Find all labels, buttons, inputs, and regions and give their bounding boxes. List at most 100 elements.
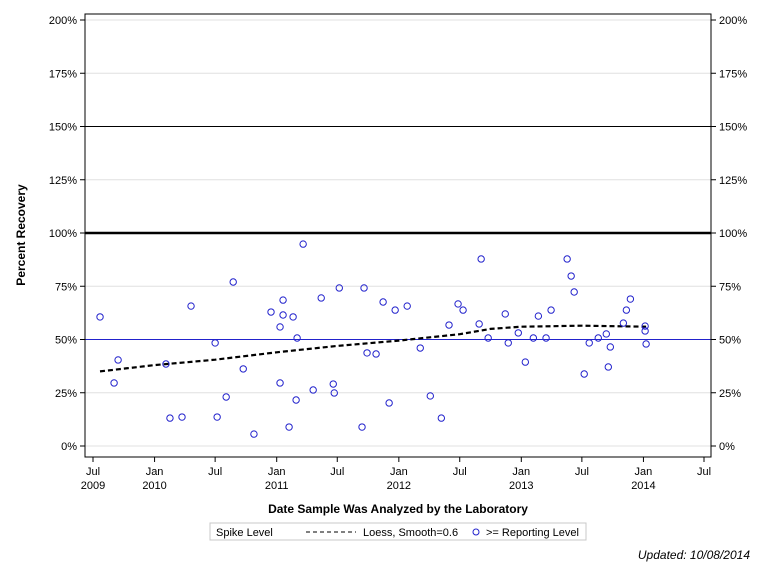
x-tick-label: Jul: [697, 466, 711, 478]
data-point: [403, 302, 411, 310]
y-tick-label: 25%: [55, 388, 77, 400]
data-point: [622, 306, 631, 314]
data-point: [358, 423, 366, 431]
loess-line: [99, 324, 647, 373]
data-point: [567, 272, 575, 280]
data-point: [477, 255, 485, 263]
y-tick-label-right: 150%: [719, 122, 747, 134]
data-point: [114, 356, 122, 364]
y-tick-label: 100%: [49, 228, 77, 240]
data-point: [484, 334, 492, 342]
x-tick-label: Jan: [512, 466, 530, 478]
x-tick-label: Jul: [208, 466, 222, 478]
data-point: [501, 310, 509, 318]
data-point: [372, 350, 380, 358]
data-point: [211, 339, 219, 347]
data-point: [570, 288, 578, 296]
data-point: [279, 311, 287, 319]
y-tick-label-right: 50%: [719, 335, 741, 347]
data-point: [416, 344, 424, 352]
data-point: [317, 294, 325, 302]
x-tick-label: Jul: [453, 466, 467, 478]
y-tick-label-right: 200%: [719, 15, 747, 27]
data-point: [292, 396, 300, 404]
data-point: [641, 327, 649, 335]
data-point: [335, 284, 343, 292]
legend-loess-label: Loess, Smooth=0.6: [363, 527, 458, 539]
data-point: [299, 240, 307, 248]
data-point: [547, 306, 555, 314]
data-point: [426, 392, 434, 400]
data-point: [529, 334, 538, 342]
data-point: [514, 329, 522, 337]
data-point: [580, 370, 588, 378]
data-point: [454, 300, 462, 308]
data-point: [166, 414, 174, 422]
data-point: [459, 306, 467, 314]
y-tick-label: 0%: [61, 441, 77, 453]
data-point: [385, 399, 393, 407]
data-point: [187, 302, 195, 310]
data-point: [391, 306, 399, 314]
y-tick-label: 75%: [55, 281, 77, 293]
x-tick-year: 2012: [387, 480, 411, 492]
data-point: [110, 379, 118, 387]
data-point: [445, 321, 453, 329]
data-point: [475, 320, 483, 328]
data-point: [178, 413, 186, 421]
y-tick-label-right: 25%: [719, 388, 741, 400]
data-point: [289, 313, 297, 321]
legend-title: Spike Level: [216, 527, 273, 539]
legend-box: [209, 522, 587, 541]
data-point: [285, 423, 293, 431]
data-point: [602, 330, 610, 338]
data-point: [606, 343, 615, 351]
data-point: [250, 430, 258, 438]
data-point: [279, 296, 287, 304]
y-axis-label: Percent Recovery: [14, 184, 28, 286]
legend-point-swatch: [472, 528, 480, 536]
data-point: [534, 312, 543, 320]
data-point: [437, 414, 446, 422]
x-tick-year: 2014: [631, 480, 655, 492]
y-tick-label: 200%: [49, 15, 77, 27]
y-tick-label-right: 0%: [719, 441, 735, 453]
data-point: [585, 339, 593, 347]
data-point: [641, 322, 649, 330]
y-tick-label: 150%: [49, 122, 77, 134]
y-tick-label: 175%: [49, 68, 77, 80]
y-tick-label-right: 175%: [719, 68, 747, 80]
y-tick-label: 50%: [55, 335, 77, 347]
data-point: [330, 389, 338, 397]
x-tick-year: 2013: [509, 480, 533, 492]
data-point: [213, 413, 221, 421]
data-point: [162, 360, 170, 368]
data-point: [542, 334, 550, 342]
updated-note: Updated: 10/08/2014: [637, 548, 750, 562]
y-tick-label-right: 75%: [719, 281, 741, 293]
data-point: [626, 295, 635, 303]
data-point: [276, 379, 284, 387]
data-point: [521, 358, 530, 366]
x-tick-label: Jul: [330, 466, 344, 478]
data-point: [594, 334, 602, 342]
x-tick-label: Jul: [86, 466, 100, 478]
y-tick-label-right: 100%: [719, 228, 747, 240]
x-tick-year: 2011: [265, 480, 289, 492]
y-tick-label-right: 125%: [719, 175, 747, 187]
x-tick-label: Jan: [390, 466, 408, 478]
data-point: [563, 255, 571, 263]
data-point: [329, 380, 337, 388]
data-point: [267, 308, 275, 316]
legend-point-label: >= Reporting Level: [486, 527, 579, 539]
data-point: [619, 319, 628, 327]
x-tick-year: 2009: [81, 480, 105, 492]
y-tick-label: 125%: [49, 175, 77, 187]
data-point: [363, 349, 371, 357]
x-axis-label: Date Sample Was Analyzed by the Laborato…: [268, 502, 528, 516]
data-point: [309, 386, 317, 394]
plot-frame: [84, 13, 712, 458]
x-tick-label: Jul: [575, 466, 589, 478]
data-point: [276, 323, 284, 331]
